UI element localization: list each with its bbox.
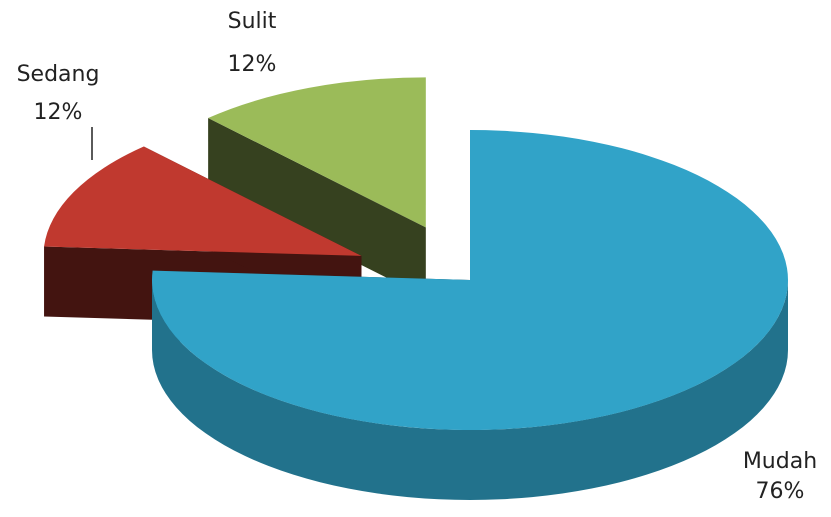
slice-label: Mudah [743,449,817,474]
slice [152,130,788,430]
slice [44,146,362,256]
slice-label: Sedang [17,62,100,87]
value-label: 12% [228,52,277,77]
value-label: 76% [756,479,805,504]
slice-side [208,118,426,298]
slice [208,77,426,228]
slice-label: Sulit [228,9,277,34]
value-label: 12% [34,100,83,125]
slice-wall [152,280,788,500]
